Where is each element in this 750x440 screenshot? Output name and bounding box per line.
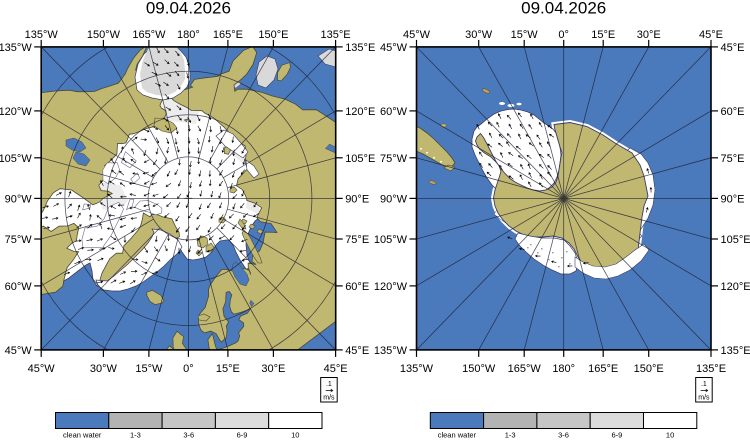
svg-text:135°W: 135°W: [0, 42, 32, 54]
svg-text:75°E: 75°E: [721, 153, 745, 165]
svg-text:10: 10: [291, 431, 299, 440]
svg-text:.1: .1: [326, 381, 332, 388]
svg-text:15°W: 15°W: [511, 29, 539, 41]
svg-text:150°W: 150°W: [87, 29, 121, 41]
svg-text:120°W: 120°W: [0, 106, 32, 118]
svg-text:165°W: 165°W: [132, 29, 166, 41]
svg-text:75°E: 75°E: [345, 234, 369, 246]
svg-text:45°W: 45°W: [403, 29, 431, 41]
svg-text:105°W: 105°W: [374, 234, 408, 246]
svg-text:0°: 0°: [183, 363, 194, 375]
svg-text:120°E: 120°E: [345, 106, 375, 118]
svg-text:09.04.2026: 09.04.2026: [521, 0, 606, 18]
svg-text:clean water: clean water: [63, 431, 102, 440]
svg-text:180°: 180°: [552, 363, 575, 375]
svg-text:135°E: 135°E: [721, 345, 750, 357]
svg-text:60°E: 60°E: [345, 281, 369, 293]
svg-text:1-3: 1-3: [130, 431, 141, 440]
svg-text:165°W: 165°W: [508, 363, 542, 375]
svg-text:120°W: 120°W: [374, 281, 408, 293]
svg-text:15°E: 15°E: [216, 363, 240, 375]
svg-text:90°W: 90°W: [380, 193, 408, 205]
svg-text:45°W: 45°W: [380, 42, 408, 54]
svg-text:45°E: 45°E: [699, 29, 723, 41]
svg-text:10: 10: [666, 431, 674, 440]
svg-text:1-3: 1-3: [505, 431, 516, 440]
svg-text:180°: 180°: [177, 29, 200, 41]
svg-text:60°E: 60°E: [721, 106, 745, 118]
svg-text:15°W: 15°W: [135, 363, 163, 375]
svg-text:120°E: 120°E: [721, 281, 750, 293]
svg-text:m/s: m/s: [323, 395, 335, 402]
svg-text:15°E: 15°E: [591, 29, 615, 41]
svg-text:135°E: 135°E: [345, 42, 375, 54]
svg-text:60°W: 60°W: [5, 281, 33, 293]
svg-text:30°E: 30°E: [261, 363, 285, 375]
svg-text:135°W: 135°W: [374, 345, 408, 357]
svg-text:60°W: 60°W: [380, 106, 408, 118]
svg-text:45°E: 45°E: [345, 345, 369, 357]
svg-text:150°W: 150°W: [462, 363, 496, 375]
svg-text:45°E: 45°E: [324, 363, 348, 375]
svg-text:3-6: 3-6: [183, 431, 194, 440]
svg-text:165°E: 165°E: [213, 29, 243, 41]
svg-text:45°E: 45°E: [721, 42, 745, 54]
svg-text:m/s: m/s: [698, 395, 710, 402]
svg-text:165°E: 165°E: [588, 363, 618, 375]
svg-text:45°W: 45°W: [5, 345, 33, 357]
svg-text:0°: 0°: [558, 29, 569, 41]
svg-text:30°E: 30°E: [637, 29, 661, 41]
svg-text:30°W: 30°W: [465, 29, 493, 41]
svg-text:3-6: 3-6: [558, 431, 569, 440]
svg-text:75°W: 75°W: [5, 234, 33, 246]
svg-text:105°E: 105°E: [345, 153, 375, 165]
svg-text:135°E: 135°E: [696, 363, 726, 375]
svg-text:105°W: 105°W: [0, 153, 32, 165]
svg-text:135°W: 135°W: [400, 363, 434, 375]
svg-text:45°W: 45°W: [28, 363, 56, 375]
svg-text:.1: .1: [701, 381, 707, 388]
svg-text:135°E: 135°E: [321, 29, 351, 41]
svg-text:90°E: 90°E: [345, 193, 369, 205]
svg-text:150°E: 150°E: [258, 29, 288, 41]
svg-text:6-9: 6-9: [237, 431, 248, 440]
svg-text:clean water: clean water: [438, 431, 477, 440]
svg-text:90°W: 90°W: [5, 193, 33, 205]
svg-text:30°W: 30°W: [90, 363, 118, 375]
svg-text:90°E: 90°E: [721, 193, 745, 205]
svg-text:75°W: 75°W: [380, 153, 408, 165]
svg-text:135°W: 135°W: [25, 29, 59, 41]
svg-text:09.04.2026: 09.04.2026: [146, 0, 231, 18]
svg-text:6-9: 6-9: [611, 431, 622, 440]
svg-text:150°E: 150°E: [634, 363, 664, 375]
svg-text:105°E: 105°E: [721, 234, 750, 246]
